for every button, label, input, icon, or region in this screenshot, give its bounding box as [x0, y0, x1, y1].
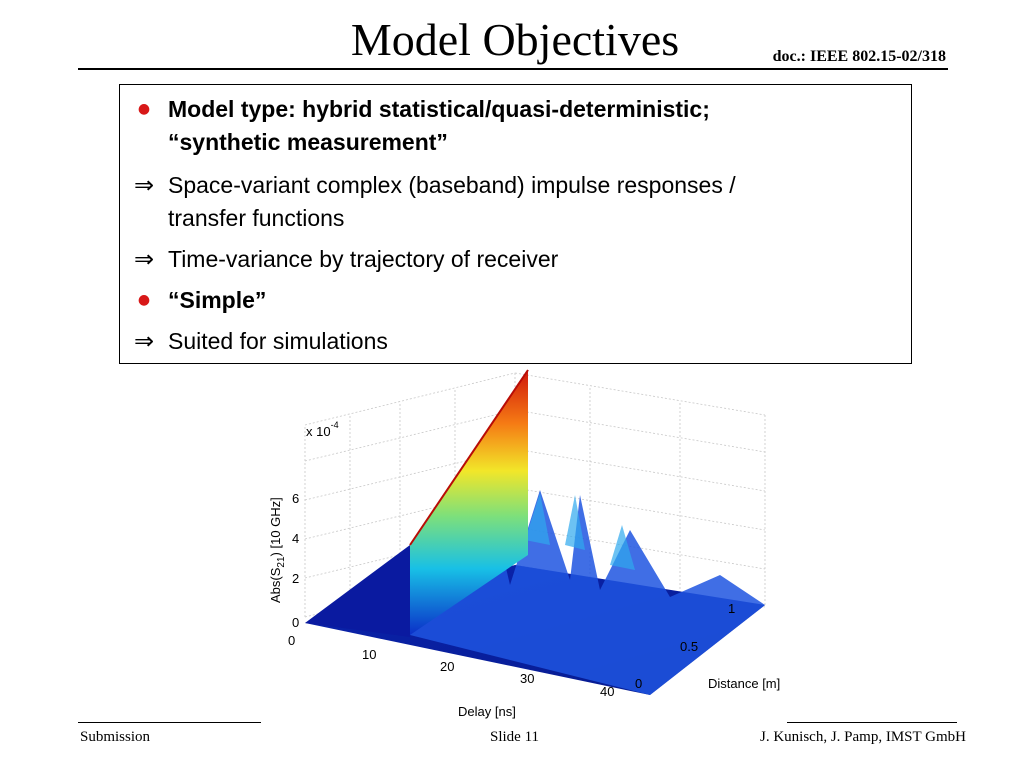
bullet-text-line: Suited for simulations	[168, 328, 388, 354]
delay-axis-label: Delay [ns]	[458, 704, 516, 719]
footer-slide-number: Slide 11	[490, 729, 540, 745]
distance-tick-label: 1	[728, 601, 735, 616]
z-tick-label: 2	[292, 571, 299, 586]
bullet-text-line: Time-variance by trajectory of receiver	[168, 246, 559, 272]
footer-divider-left	[78, 722, 261, 723]
z-tick-label: 4	[292, 531, 299, 546]
surface-wall-edge	[409, 369, 529, 546]
surface-floor-front	[305, 545, 410, 637]
slide-title: Model Objectives	[350, 14, 680, 65]
z-axis-label: Abs(S21) [10 GHz]	[268, 497, 287, 603]
z-tick-label: 0	[292, 615, 299, 630]
bullet-text-line: Space-variant complex (baseband) impulse…	[168, 172, 736, 198]
z-scale-label: x 10-4	[306, 420, 339, 439]
bullet-box: ● Model type: hybrid statistical/quasi-d…	[119, 84, 912, 364]
footer-submission: Submission	[80, 729, 151, 745]
bullet-dot-icon: ●	[137, 292, 151, 308]
implies-arrow-icon: ⇒	[133, 327, 155, 355]
implies-arrow-icon: ⇒	[133, 171, 155, 199]
header-divider	[78, 68, 948, 70]
delay-tick-label: 10	[362, 647, 376, 662]
distance-tick-label: 0	[635, 676, 642, 691]
footer-divider-right	[787, 722, 957, 723]
delay-tick-label: 0	[288, 633, 295, 648]
bullet-dot-icon: ●	[137, 101, 151, 117]
z-tick-label: 6	[292, 491, 299, 506]
bullet-text-line: “synthetic measurement”	[168, 129, 448, 155]
document-reference: doc.: IEEE 802.15-02/318	[772, 48, 946, 65]
distance-axis-ticks: 0 0.5 1	[635, 601, 735, 691]
distance-axis-label: Distance [m]	[708, 676, 780, 691]
footer-authors: J. Kunisch, J. Pamp, IMST GmbH	[760, 729, 966, 745]
distance-tick-label: 0.5	[680, 639, 698, 654]
bullet-text-line: Model type: hybrid statistical/quasi-det…	[168, 96, 710, 122]
delay-tick-label: 30	[520, 671, 534, 686]
z-axis-ticks: 0 2 4 6	[292, 491, 299, 630]
delay-tick-label: 20	[440, 659, 454, 674]
surface-wall	[410, 370, 528, 635]
implies-arrow-icon: ⇒	[133, 245, 155, 273]
bullet-text-line: “Simple”	[168, 287, 267, 313]
delay-tick-label: 40	[600, 684, 614, 699]
channel-response-surface-plot: 0 2 4 6 x 10-4 Abs(S21) [10 GHz] 0 10 20…	[268, 369, 780, 719]
bullet-text-line: transfer functions	[168, 205, 345, 231]
delay-axis-ticks: 0 10 20 30 40	[288, 633, 614, 699]
